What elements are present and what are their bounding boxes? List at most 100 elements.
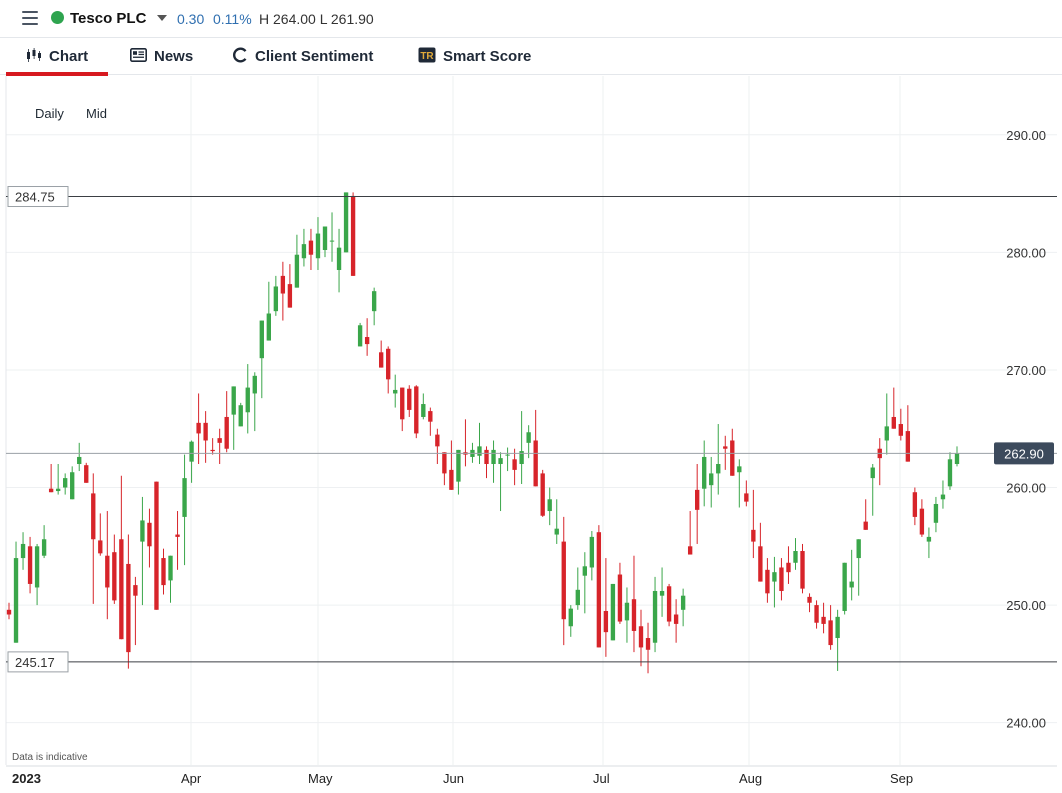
- candle-body: [301, 244, 307, 259]
- candle-body: [224, 416, 229, 449]
- candle: [98, 513, 103, 556]
- candle: [407, 385, 412, 417]
- candle: [442, 452, 447, 486]
- candle-body: [428, 411, 433, 422]
- candle-body: [652, 590, 658, 643]
- candle-body: [70, 472, 75, 500]
- candle-body: [484, 449, 489, 465]
- candle: [695, 464, 700, 544]
- candle: [238, 402, 243, 427]
- candle-body: [329, 240, 335, 242]
- candle: [48, 464, 54, 493]
- candle: [659, 567, 665, 617]
- candle-body: [168, 555, 173, 581]
- candle-body: [596, 532, 602, 648]
- candle: [687, 511, 693, 555]
- candle-body: [147, 522, 152, 547]
- candle: [147, 508, 152, 568]
- candle-body: [680, 595, 686, 610]
- candle-body: [273, 286, 279, 312]
- candle: [20, 532, 26, 570]
- candle-body: [554, 528, 559, 535]
- candle: [224, 391, 229, 453]
- level-label-box: [7, 651, 69, 673]
- candle-body: [27, 546, 33, 584]
- candle-body: [161, 558, 166, 586]
- candle: [463, 419, 468, 467]
- candle: [175, 511, 180, 570]
- candle-body: [98, 540, 103, 554]
- candle-body: [533, 440, 538, 487]
- candle: [554, 499, 559, 544]
- candle-body: [175, 534, 180, 537]
- candle: [231, 386, 236, 450]
- instrument-header: Tesco PLC 0.30 0.11% H 264.00 L 261.90: [0, 0, 1062, 38]
- candle-body: [477, 446, 482, 456]
- candle-body: [673, 614, 679, 624]
- instrument-name[interactable]: Tesco PLC: [70, 10, 147, 27]
- candle: [350, 192, 356, 276]
- candle: [498, 452, 503, 512]
- candle-body: [772, 572, 777, 582]
- candle: [84, 462, 89, 483]
- candle-body: [91, 493, 96, 540]
- candle: [730, 428, 735, 476]
- hamburger-menu-icon[interactable]: [22, 11, 38, 25]
- candle: [758, 522, 763, 582]
- candle-body: [112, 552, 117, 601]
- candle-chart-icon: [26, 47, 42, 66]
- candle: [680, 588, 686, 627]
- market-status-dot: [51, 11, 64, 24]
- price-chart[interactable]: 290.00 280.00 270.00 260.00 250.00 240.00 2023…: [0, 76, 1062, 793]
- candle-body: [119, 539, 124, 640]
- candle-body: [870, 467, 875, 479]
- candle-body: [638, 626, 644, 648]
- candle: [652, 576, 658, 653]
- candle-body: [400, 387, 405, 420]
- price-type-selector[interactable]: Mid: [86, 106, 107, 121]
- candle: [112, 534, 117, 604]
- candle: [568, 605, 573, 637]
- candle: [589, 531, 595, 581]
- candle-body: [645, 638, 651, 650]
- tab-client-sentiment[interactable]: Client Sentiment: [232, 38, 373, 75]
- candle-body: [379, 352, 384, 368]
- candle: [161, 548, 166, 595]
- candle-body: [863, 521, 868, 530]
- tab-chart[interactable]: Chart: [5, 38, 109, 76]
- candle-body: [603, 610, 609, 633]
- candle: [196, 393, 201, 465]
- candle: [379, 340, 384, 368]
- candle-body: [912, 492, 918, 517]
- candle-body: [48, 488, 54, 493]
- candle: [189, 440, 194, 483]
- candle-body: [807, 596, 812, 603]
- candle-body: [442, 452, 447, 474]
- interval-selector[interactable]: Daily: [35, 106, 64, 121]
- candle: [624, 587, 630, 643]
- tab-smart-score[interactable]: TR Smart Score: [418, 38, 531, 75]
- level-label: 284.75: [15, 190, 55, 205]
- candle: [673, 599, 679, 643]
- x-tick-label: Apr: [181, 771, 202, 786]
- y-tick-label: 260.00: [1006, 481, 1046, 496]
- candle: [786, 546, 791, 584]
- instrument-dropdown-icon[interactable]: [157, 15, 167, 21]
- candle-body: [582, 566, 587, 576]
- candle-body: [695, 489, 700, 510]
- candle: [709, 456, 714, 508]
- candle-body: [884, 426, 889, 441]
- overlays-layer: 290.00 280.00 270.00 260.00 250.00 240.00 2023…: [6, 128, 1057, 786]
- candle-body: [800, 551, 805, 589]
- candle: [449, 440, 454, 490]
- candle-body: [491, 449, 496, 465]
- candle: [891, 387, 896, 429]
- tab-news[interactable]: News: [130, 38, 193, 75]
- candle: [702, 440, 707, 507]
- newspaper-icon: [130, 47, 147, 66]
- level-label-box: [7, 186, 69, 208]
- candle-body: [393, 389, 398, 394]
- candle-body: [364, 337, 370, 345]
- candle: [484, 446, 489, 479]
- candle-body: [540, 473, 545, 516]
